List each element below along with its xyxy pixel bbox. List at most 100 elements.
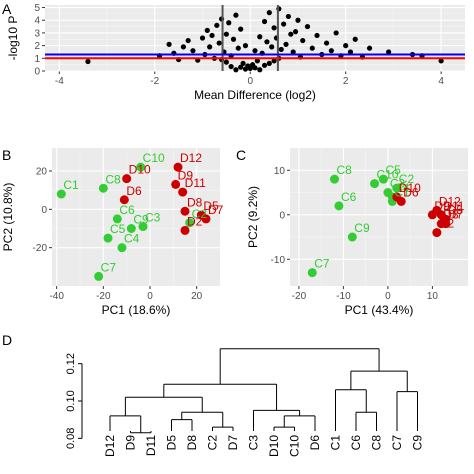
tick-label-x: -10: [336, 291, 351, 302]
data-point: [247, 65, 253, 72]
panel-label-b: B: [2, 147, 11, 163]
data-point: [309, 45, 315, 51]
leaf-label: C6: [349, 435, 363, 451]
sample-point: [136, 162, 146, 172]
data-point: [292, 29, 299, 35]
data-point: [85, 58, 91, 65]
pca-plot-b: -40 -20 0 20 -20 0 20 PC1 (18.6%) PC2 (10.8%) C1 C…: [1, 148, 224, 317]
data-point: [264, 39, 270, 45]
sample-point: [201, 214, 211, 224]
sample-point: [171, 179, 181, 189]
x-axis-label: Mean Difference (log2): [194, 88, 316, 102]
sample-label: C3: [390, 177, 406, 191]
sample-point: [112, 214, 122, 224]
leaf-label: D5: [165, 435, 179, 451]
data-point: [314, 32, 320, 39]
tick-label-y: 3: [34, 28, 40, 39]
tick-label-y: 0: [279, 210, 285, 221]
data-point: [366, 45, 373, 51]
tick-label-y: 4: [34, 16, 40, 27]
leaf-label: C1: [329, 435, 343, 451]
sample-label: C10: [143, 151, 165, 165]
sample-label: D7: [208, 203, 224, 217]
data-point: [223, 31, 229, 37]
sample-label: C1: [394, 185, 410, 199]
sample-point: [307, 268, 317, 278]
sample-point: [370, 179, 380, 189]
data-point: [283, 41, 289, 47]
sample-label: C2: [192, 207, 208, 221]
data-point: [333, 30, 339, 36]
y-axis-label: PC2 (9.2%): [246, 186, 260, 248]
data-point: [257, 34, 263, 40]
data-point: [343, 43, 349, 49]
sample-point: [98, 183, 108, 193]
sample-label: D9: [434, 199, 450, 213]
tick-label-y: 0.08: [65, 428, 77, 449]
sample-point: [103, 233, 113, 243]
sample-point: [173, 162, 183, 172]
tick-label-y: -20: [33, 243, 48, 254]
tick-label-x: 2: [343, 76, 349, 87]
tick-label-x: -4: [55, 76, 64, 87]
panel-label-d: D: [2, 332, 12, 348]
tick-label-x: -20: [96, 291, 111, 302]
leaf-label: D8: [185, 435, 199, 451]
data-point: [214, 22, 220, 28]
leaf-label: D6: [308, 435, 322, 451]
sample-label: D10: [129, 163, 151, 177]
sample-label: D8: [187, 195, 203, 209]
data-point: [190, 48, 196, 54]
data-point: [300, 37, 306, 44]
leaf-label: D10: [267, 435, 281, 457]
sample-label: D2: [187, 214, 203, 228]
sample-label: D6: [403, 185, 419, 199]
sample-point: [180, 225, 190, 235]
sample-label: C7: [101, 260, 117, 274]
tick-label-x: 0: [147, 291, 153, 302]
tick-label-x: -20: [292, 291, 307, 302]
sample-label: C8: [337, 163, 353, 177]
x-axis-label: PC1 (43.4%): [345, 303, 414, 317]
sample-label: C9: [354, 221, 370, 235]
leaf-label: C9: [411, 435, 425, 451]
leaf-label: C8: [370, 435, 384, 451]
data-point: [261, 18, 268, 25]
data-point: [347, 49, 354, 55]
data-point: [207, 44, 213, 50]
data-point: [185, 37, 191, 44]
sample-point: [432, 228, 442, 238]
sample-label: C2: [399, 172, 415, 186]
x-axis-label: PC1 (18.6%): [102, 303, 171, 317]
data-point: [295, 17, 301, 23]
data-point: [204, 27, 210, 33]
dendrogram: 0.08 0.10 0.12 D12 D9 D11 D5 D8 C2 D7 C3 D10 C10 D6 C1…: [65, 348, 425, 457]
data-point: [328, 48, 334, 54]
sample-point: [122, 174, 132, 184]
sample-point: [94, 271, 104, 281]
tick-label-x: 4: [438, 76, 444, 87]
leaf-label: D11: [144, 435, 158, 456]
leaf-label: C10: [288, 435, 302, 457]
data-point: [304, 23, 311, 30]
sample-label: C7: [314, 257, 330, 271]
sample-point: [334, 201, 344, 211]
sample-label: D12: [439, 194, 461, 208]
sample-point: [441, 219, 451, 229]
data-point: [252, 48, 258, 54]
sample-point: [185, 218, 195, 228]
data-point: [228, 63, 234, 70]
sample-label: C4: [124, 232, 140, 246]
data-point: [238, 64, 244, 70]
data-point: [323, 40, 330, 46]
y-axis-label: -log10 P: [6, 16, 20, 61]
data-point: [290, 49, 296, 55]
tick-label-y: 0: [41, 205, 47, 216]
data-point: [235, 45, 241, 51]
tick-label-y: 0.10: [65, 390, 77, 411]
data-point: [166, 41, 172, 47]
sample-point: [138, 222, 148, 232]
leaf-label: D9: [124, 435, 138, 451]
sample-label: D11: [443, 199, 464, 213]
